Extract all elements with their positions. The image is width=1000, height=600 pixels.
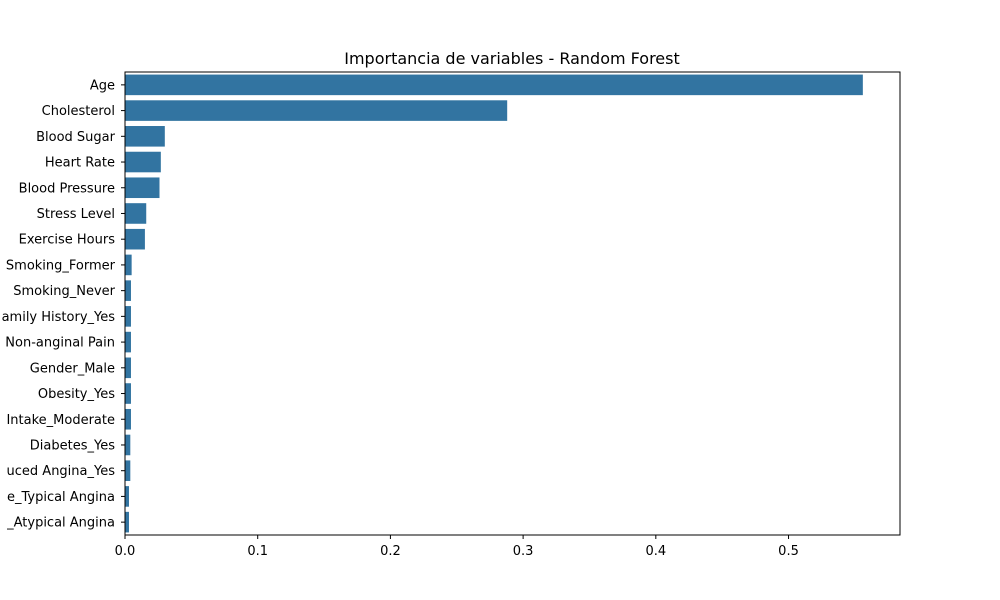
category-label: uced Angina_Yes [7,464,116,479]
x-tick-label: 0.1 [247,544,268,559]
category-label: Intake_Moderate [6,413,115,428]
bar [125,177,160,199]
category-label: Gender_Male [30,361,115,376]
category-label: Blood Pressure [19,181,115,196]
bar [125,383,131,404]
category-labels-group: Age Cholesterol Blood Sugar Heart Rate Blood… [2,78,125,531]
category-label: Non-anginal Pain [5,336,115,351]
category-label: Cholesterol [42,104,115,119]
x-tick-label: 0.3 [513,544,534,559]
bar [125,434,131,456]
x-ticks-group: 0.0 0.1 0.2 0.3 0.4 0.5 [115,535,799,559]
x-tick-label: 0.4 [645,544,666,559]
bar [125,74,863,96]
category-label: Blood Sugar [36,130,116,145]
bar [125,460,131,481]
category-label: Age [90,78,115,93]
bar [125,306,131,327]
category-label: Diabetes_Yes [30,438,115,453]
x-tick-label: 0.5 [778,544,799,559]
x-tick-label: 0.2 [380,544,401,559]
bar [125,228,145,250]
x-tick-label: 0.0 [115,544,136,559]
bar [125,408,131,430]
chart-title: Importancia de variables - Random Forest [344,49,680,68]
category-label: amily History_Yes [2,310,116,325]
bar [125,203,147,224]
bar [125,280,131,301]
bar [125,100,508,121]
category-label: e_Typical Angina [7,490,115,505]
category-label: Obesity_Yes [38,387,115,402]
bar [125,126,165,147]
category-label: Stress Level [37,207,115,222]
plot-frame [124,71,901,536]
bar [125,331,131,353]
category-label: Heart Rate [45,156,115,171]
category-label: _Atypical Angina [6,516,115,531]
bar [125,357,131,379]
bar [125,511,129,533]
bar [125,151,161,173]
bar [125,486,129,507]
category-label: Exercise Hours [19,233,116,248]
bar [125,254,132,276]
bars-group [125,74,863,533]
category-label: Smoking_Never [13,284,115,299]
category-label: Smoking_Former [6,258,116,273]
